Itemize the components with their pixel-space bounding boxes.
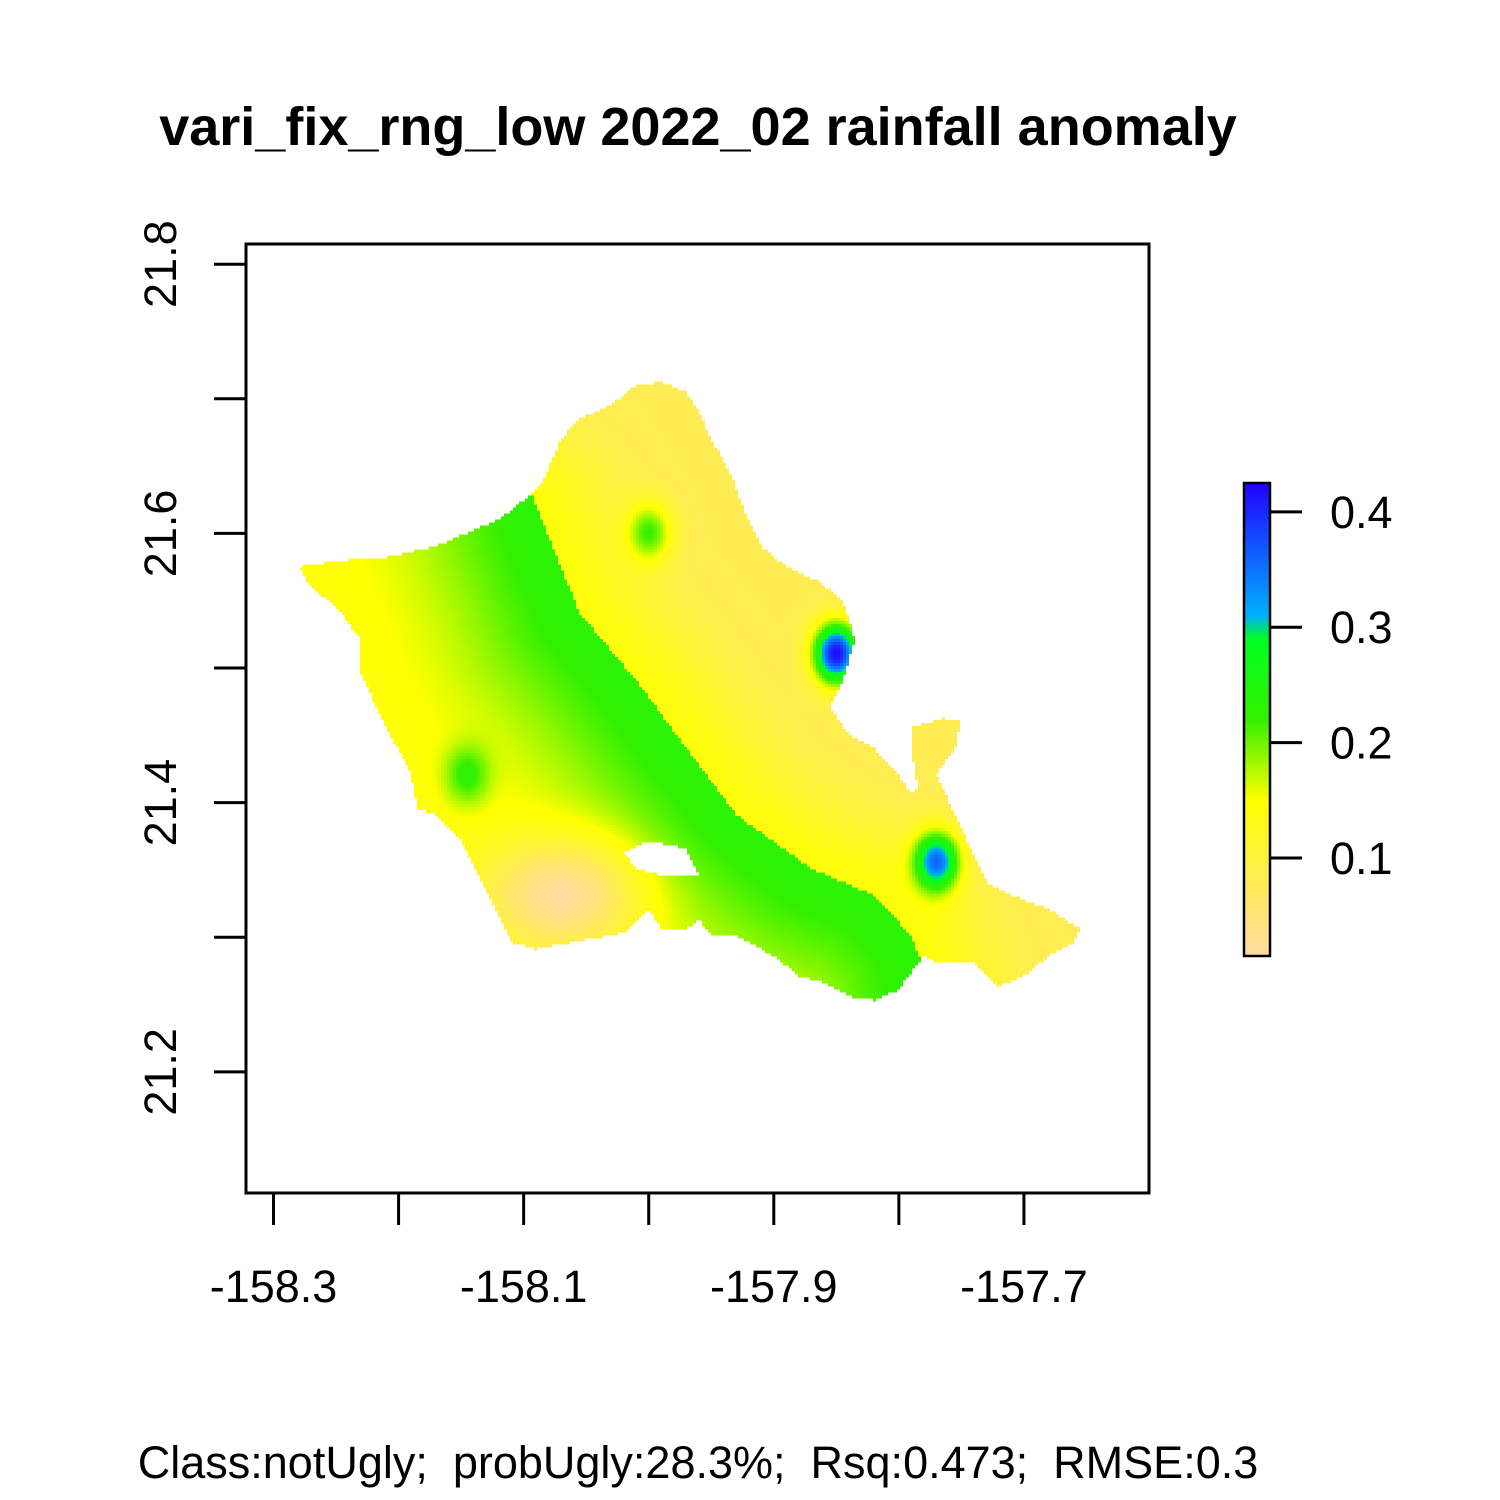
x-axis: -158.3 -158.1 -157.9 -157.7 xyxy=(210,1191,1088,1312)
y-tick-label: 21.8 xyxy=(135,220,186,308)
map-title: vari_fix_rng_low 2022_02 rainfall anomal… xyxy=(159,97,1237,157)
colorbar-tick-label: 0.1 xyxy=(1330,833,1393,884)
x-tick-label: -157.9 xyxy=(710,1261,838,1312)
y-axis: 21.2 21.4 21.6 21.8 xyxy=(135,220,248,1116)
x-tick-label: -157.7 xyxy=(960,1261,1088,1312)
colorbar-tick-label: 0.2 xyxy=(1330,718,1393,769)
y-tick-label: 21.4 xyxy=(135,759,186,847)
colorbar-tick-label: 0.4 xyxy=(1330,487,1393,538)
model-stats-footer: Class:notUgly; probUgly:28.3%; Rsq:0.473… xyxy=(137,1437,1259,1488)
x-tick-label: -158.3 xyxy=(210,1261,338,1312)
colorbar xyxy=(1242,481,1272,958)
colorbar-tick-label: 0.3 xyxy=(1330,602,1393,653)
colorbar-ticks: 0.1 0.2 0.3 0.4 xyxy=(1270,487,1393,884)
color-legend: 0.1 0.2 0.3 0.4 xyxy=(1242,481,1393,958)
x-tick-label: -158.1 xyxy=(460,1261,588,1312)
y-tick-label: 21.6 xyxy=(135,490,186,578)
y-tick-label: 21.2 xyxy=(135,1028,186,1116)
rainfall-raster xyxy=(246,244,1149,1193)
